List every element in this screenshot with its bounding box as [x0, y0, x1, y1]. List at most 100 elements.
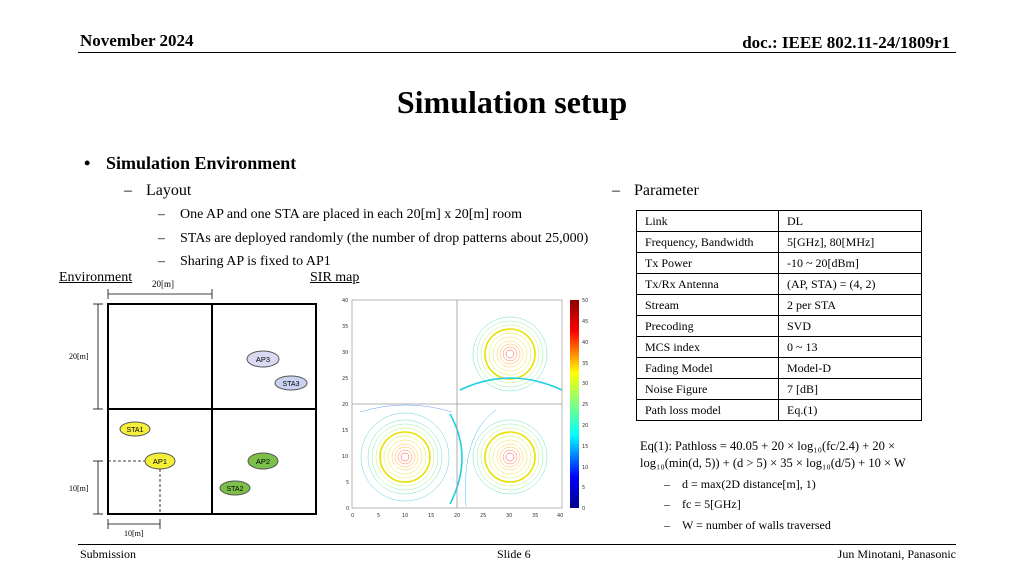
footer-divider: [78, 544, 956, 545]
parameter-heading: – Parameter: [612, 182, 699, 199]
parameter-key: Tx/Rx Antenna: [636, 273, 779, 295]
svg-text:10: 10: [582, 465, 588, 471]
parameter-key: Stream: [636, 294, 779, 316]
parameter-row: Path loss model Eq.(1): [636, 399, 922, 421]
slide-title: Simulation setup: [396, 84, 628, 120]
equation-note-2: – fc = 5[GHz]: [664, 497, 741, 511]
svg-text:40: 40: [582, 340, 588, 346]
parameter-value: SVD: [778, 315, 922, 337]
svg-text:0: 0: [351, 513, 354, 519]
svg-text:10: 10: [402, 513, 408, 519]
node-sta2: STA2: [219, 480, 251, 496]
sir-y-ticks: 40 35 30 25 20 15 10 5 0: [342, 298, 349, 512]
parameter-key: Fading Model: [636, 357, 779, 379]
equation-line-1: Eq(1): Pathloss = 40.05 + 20 × log₁₀(fc/…: [640, 439, 896, 453]
footer-slide-number: Slide 6: [497, 547, 531, 561]
parameter-value: (AP, STA) = (4, 2): [778, 273, 922, 295]
parameter-row: Fading Model Model-D: [636, 357, 922, 379]
svg-text:25: 25: [342, 376, 348, 382]
parameter-row: Stream 2 per STA: [636, 294, 922, 316]
svg-text:30: 30: [506, 513, 512, 519]
svg-text:20: 20: [342, 402, 348, 408]
bullet-label: Simulation Environment: [106, 153, 297, 173]
svg-text:50: 50: [582, 298, 588, 304]
svg-text:5: 5: [346, 480, 349, 486]
parameter-row: Noise Figure 7 [dB]: [636, 378, 922, 400]
svg-text:5: 5: [377, 513, 380, 519]
sir-map: 40 35 30 25 20 15 10 5 0 0 5 10 15 20 25…: [342, 298, 588, 519]
svg-text:30: 30: [582, 381, 588, 387]
parameter-row: Frequency, Bandwidth 5[GHz], 80[MHz]: [636, 231, 922, 253]
dim-left-upper-label: 20[m]: [69, 352, 89, 361]
node-ap1: AP1: [144, 452, 176, 470]
svg-text:35: 35: [582, 361, 588, 367]
dim-bottom-label: 10[m]: [124, 529, 144, 538]
parameter-row: MCS index 0 ~ 13: [636, 336, 922, 358]
parameter-table: Link DL Frequency, Bandwidth 5[GHz], 80[MHz…: [636, 210, 922, 421]
parameter-value: DL: [778, 210, 922, 232]
svg-text:25: 25: [480, 513, 486, 519]
svg-text:STA1: STA1: [127, 427, 144, 434]
svg-text:20: 20: [454, 513, 460, 519]
parameter-key: Path loss model: [636, 399, 779, 421]
parameter-row: Tx/Rx Antenna (AP, STA) = (4, 2): [636, 273, 922, 295]
colorbar-ticks: 50 45 40 35 30 25 20 15 10 5 0: [582, 298, 588, 512]
sir-x-ticks: 0 5 10 15 20 25 30 35 40: [351, 513, 563, 519]
svg-text:45: 45: [582, 319, 588, 325]
svg-text:AP3: AP3: [256, 355, 270, 364]
sir-colorbar: [570, 300, 579, 508]
layout-item-3: – Sharing AP is fixed to AP1: [158, 254, 331, 269]
header-divider: [78, 52, 956, 53]
svg-text:AP2: AP2: [256, 457, 270, 466]
bullet-dot: •: [84, 153, 91, 173]
svg-text:0: 0: [582, 506, 585, 512]
svg-text:40: 40: [342, 298, 348, 304]
parameter-row: Precoding SVD: [636, 315, 922, 337]
svg-text:STA2: STA2: [227, 486, 244, 493]
parameter-key: Precoding: [636, 315, 779, 337]
svg-text:STA3: STA3: [283, 381, 300, 388]
svg-text:30: 30: [342, 350, 348, 356]
svg-text:20: 20: [582, 423, 588, 429]
equation-note-1: – d = max(2D distance[m], 1): [664, 477, 816, 491]
parameter-value: 7 [dB]: [778, 378, 922, 400]
svg-text:0: 0: [346, 506, 349, 512]
parameter-value: Model-D: [778, 357, 922, 379]
svg-text:35: 35: [342, 324, 348, 330]
parameter-row: Link DL: [636, 210, 922, 232]
svg-text:15: 15: [428, 513, 434, 519]
svg-text:40: 40: [557, 513, 563, 519]
parameter-value: 2 per STA: [778, 294, 922, 316]
environment-diagram: 20[m] 20[m] 10[m] 10[m] AP3 STA3 STA1 AP…: [69, 279, 317, 538]
footer-author: Jun Minotani, Panasonic: [837, 547, 956, 561]
node-sta3: STA3: [274, 375, 308, 391]
parameter-key: Tx Power: [636, 252, 779, 274]
equation-line-2: log₁₀(min(d, 5)) + (d > 5) × 35 × log₁₀(…: [640, 456, 906, 470]
svg-text:25: 25: [582, 402, 588, 408]
parameter-key: Link: [636, 210, 779, 232]
sir-map-label: SIR map: [310, 270, 360, 285]
node-ap3: AP3: [246, 350, 280, 368]
svg-text:15: 15: [582, 444, 588, 450]
pathloss-equation: Eq(1): Pathloss = 40.05 + 20 × log₁₀(fc/…: [640, 438, 906, 472]
equation-note-3: – W = number of walls traversed: [664, 518, 831, 532]
parameter-value: Eq.(1): [778, 399, 922, 421]
svg-text:15: 15: [342, 428, 348, 434]
parameter-value: 5[GHz], 80[MHz]: [778, 231, 922, 253]
layout-item-1: – One AP and one STA are placed in each …: [158, 207, 523, 222]
parameter-value: 0 ~ 13: [778, 336, 922, 358]
header-doc-id: doc.: IEEE 802.11-24/1809r1: [742, 33, 950, 52]
bullet-simulation-environment: • Simulation Environment: [84, 153, 297, 174]
layout-heading: – Layout: [124, 182, 192, 199]
svg-text:5: 5: [582, 485, 585, 491]
svg-text:10: 10: [342, 454, 348, 460]
parameter-key: Frequency, Bandwidth: [636, 231, 779, 253]
footer-submission: Submission: [80, 547, 137, 561]
header-date: November 2024: [80, 31, 194, 50]
parameter-key: MCS index: [636, 336, 779, 358]
environment-label: Environment: [59, 270, 133, 285]
parameter-value: -10 ~ 20[dBm]: [778, 252, 922, 274]
layout-item-2: – STAs are deployed randomly (the number…: [158, 231, 589, 246]
svg-text:35: 35: [532, 513, 538, 519]
parameter-key: Noise Figure: [636, 378, 779, 400]
